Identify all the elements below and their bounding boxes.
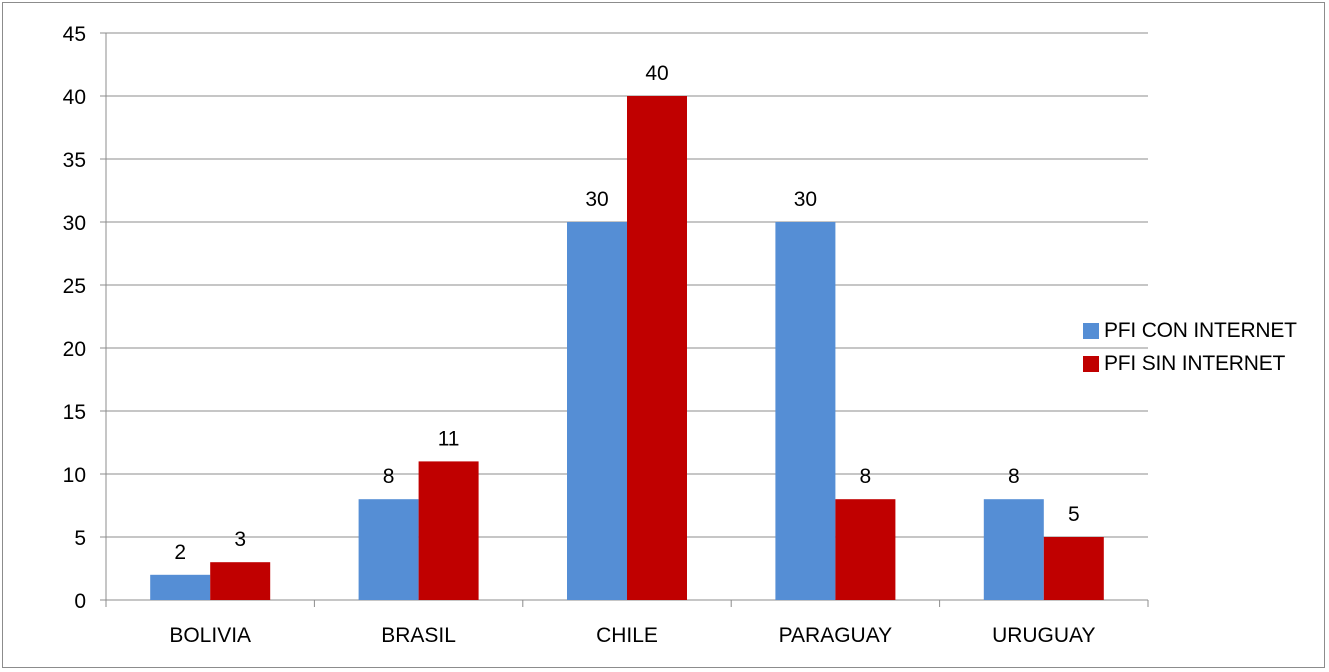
bar-series-1 (150, 574, 211, 600)
bar-series-2 (418, 461, 479, 600)
data-label: 5 (1068, 503, 1080, 526)
bar-series-2 (210, 562, 271, 600)
data-label: 30 (585, 188, 608, 211)
bar-series-1 (983, 499, 1044, 600)
x-tick-label: PARAGUAY (779, 624, 893, 647)
bar-series-2 (1043, 537, 1104, 600)
y-tick-label: 10 (63, 464, 86, 487)
y-tick-label: 5 (74, 527, 86, 550)
y-tick-label: 25 (63, 275, 86, 298)
y-tick-label: 45 (63, 23, 86, 46)
data-label: 11 (438, 427, 460, 450)
legend-label-series-1: PFI CON INTERNET (1104, 318, 1297, 342)
bar-series-2 (835, 499, 896, 600)
legend-label-series-2: PFI SIN INTERNET (1104, 351, 1286, 375)
legend: PFI CON INTERNET PFI SIN INTERNET (1083, 314, 1297, 380)
y-tick-label: 35 (63, 149, 86, 172)
x-tick-label: URUGUAY (992, 624, 1095, 647)
y-tick-label: 0 (74, 590, 86, 613)
bar-series-2 (627, 96, 687, 600)
y-tick-label: 30 (63, 212, 86, 235)
data-label: 40 (645, 62, 668, 85)
data-label: 8 (860, 465, 872, 488)
data-label: 8 (1008, 465, 1020, 488)
x-tick-label: BOLIVIA (169, 624, 251, 647)
x-tick-label: BRASIL (381, 624, 456, 647)
data-label: 30 (794, 188, 817, 211)
legend-item-series-1: PFI CON INTERNET (1083, 314, 1297, 347)
y-tick-label: 15 (63, 401, 86, 424)
bar-chart: 0 5 10 15 20 25 30 35 40 45 BOLIVIA 2 3 BRASIL 8 11 CHIL… (63, 23, 1149, 647)
x-tick-label: CHILE (596, 624, 658, 647)
bar-series-1 (775, 222, 836, 600)
y-tick-label: 40 (63, 86, 86, 109)
data-label: 3 (234, 528, 246, 551)
data-label: 2 (174, 541, 186, 564)
y-tick-label: 20 (63, 338, 86, 361)
data-label: 8 (383, 465, 395, 488)
bar-series-1 (567, 222, 627, 600)
bar-series-1 (358, 499, 419, 600)
legend-item-series-2: PFI SIN INTERNET (1083, 347, 1297, 380)
legend-swatch-series-2 (1083, 355, 1099, 372)
legend-swatch-series-1 (1083, 322, 1099, 339)
